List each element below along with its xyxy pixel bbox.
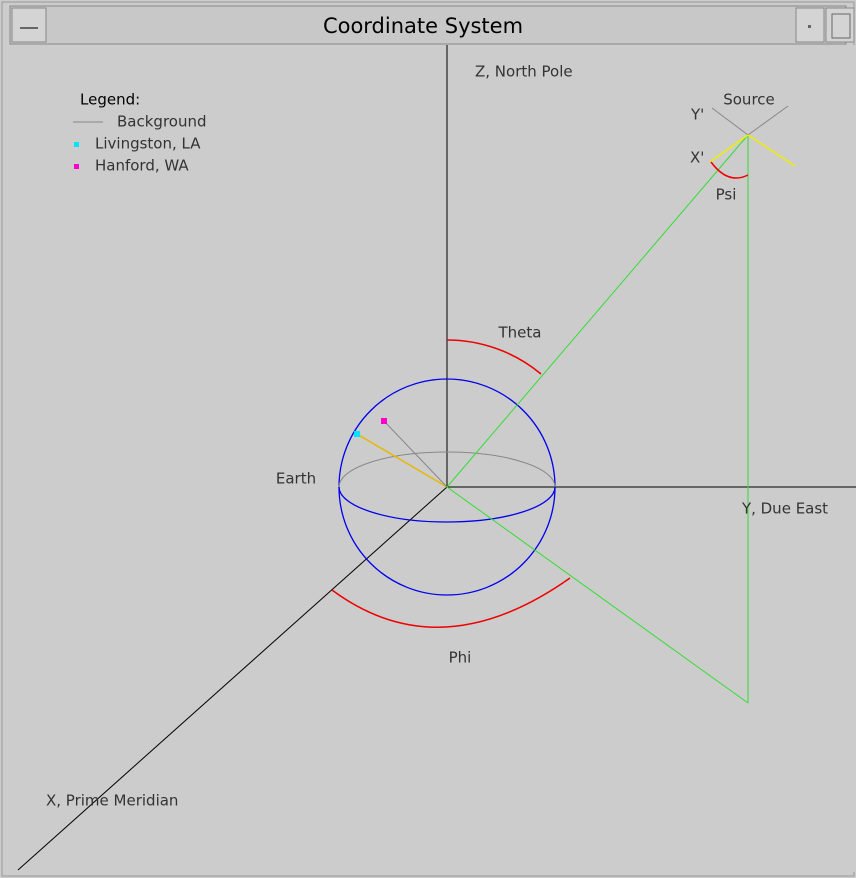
title-bar <box>9 5 847 45</box>
y-axis-label: Y, Due East <box>741 500 828 518</box>
y-prime-label: Y' <box>690 106 704 124</box>
canvas <box>10 45 856 872</box>
legend-title: Legend: <box>80 91 140 109</box>
legend-item: Hanford, WA <box>95 157 189 175</box>
maximize-icon <box>831 13 851 39</box>
x-prime-axis-back <box>709 134 749 163</box>
y-prime-axis <box>711 107 749 136</box>
psi-arc <box>710 161 749 179</box>
legend-item: Livingston, LA <box>95 135 201 153</box>
hanford-dot <box>381 418 387 424</box>
minimize-icon <box>808 25 811 28</box>
phi-arc <box>331 577 571 628</box>
theta-label: Theta <box>498 324 542 342</box>
theta-arc <box>446 339 542 375</box>
ground-projection <box>446 486 749 704</box>
x-prime-label: X' <box>690 149 704 167</box>
window-title: Coordinate System <box>323 14 523 38</box>
phi-label: Phi <box>449 649 472 667</box>
earth-label: Earth <box>276 470 316 488</box>
livingston-dot <box>354 431 360 437</box>
source-label: Source <box>723 91 775 109</box>
hanford-arm <box>383 420 448 488</box>
legend-swatch <box>74 164 79 169</box>
legend-item: Background <box>117 113 207 131</box>
menu-button[interactable] <box>11 7 47 43</box>
source-axis <box>747 105 789 136</box>
x-axis <box>17 486 448 871</box>
livingston-arm <box>356 433 448 488</box>
psi-label: Psi <box>716 186 737 204</box>
x-prime-axis <box>747 134 796 167</box>
equator-back <box>338 451 556 488</box>
z-axis-label: Z, North Pole <box>475 63 573 81</box>
legend-swatch <box>74 142 79 147</box>
source-vector <box>446 134 749 488</box>
x-axis-label: X, Prime Meridian <box>46 792 178 810</box>
equator-front <box>338 486 556 523</box>
